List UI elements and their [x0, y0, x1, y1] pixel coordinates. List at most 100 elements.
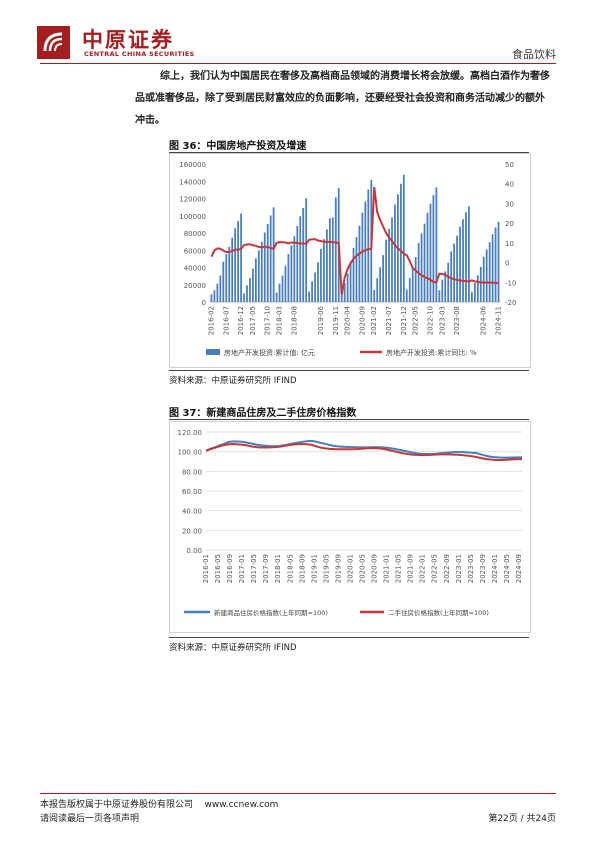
x-tick-label: 2020-01 [346, 554, 354, 583]
footer-website-link[interactable]: www.ccnew.com [204, 800, 279, 810]
y-left-tick-label: 0 [202, 299, 206, 307]
y-left-tick-label: 120000 [179, 196, 206, 204]
bar-investment [376, 278, 379, 302]
y-right-tick-label: 40 [505, 181, 514, 189]
x-tick-label: 2017-10 [264, 306, 272, 335]
x-tick-label: 2018-09 [298, 554, 306, 583]
bar-investment [314, 272, 316, 302]
bar-investment [278, 283, 281, 302]
y-left-tick-label: 20000 [184, 282, 206, 290]
bar-investment [471, 291, 473, 302]
x-tick-label: 2021-02 [370, 306, 378, 335]
x-tick-label: 2019-05 [322, 554, 330, 583]
x-tick-label: 2016-02 [207, 306, 215, 335]
x-tick-label: 2019-06 [317, 305, 325, 335]
bar-investment [284, 265, 287, 302]
bar-investment [334, 197, 337, 302]
y-left-tick-label: 60000 [184, 247, 206, 255]
line-yoy-growth [210, 186, 499, 295]
bar-investment [210, 294, 213, 302]
x-tick-label: 2017-05 [250, 554, 258, 583]
bar-investment [432, 195, 435, 302]
y-left-tick-label: 100000 [179, 213, 206, 221]
bar-investment [231, 237, 234, 302]
bar-investment [497, 221, 500, 302]
bar-investment [411, 268, 414, 302]
x-tick-label: 2022-09 [443, 554, 451, 583]
bar-investment [281, 275, 284, 302]
bar-investment [473, 282, 476, 302]
header-divider [40, 63, 556, 64]
footer-copyright-text: 本报告版权属于中原证券股份有限公司 [40, 800, 194, 810]
bar-investment [435, 187, 438, 302]
bar-investment [249, 278, 251, 302]
bar-investment [287, 254, 290, 302]
figure-36-bottom-rule [169, 370, 529, 371]
bar-investment [465, 212, 467, 302]
x-tick-label: 2024-06 [480, 305, 488, 335]
x-tick-label: 2019-01 [310, 554, 318, 583]
legend-bar-swatch [206, 349, 220, 355]
bar-investment [222, 261, 225, 302]
bar-investment [308, 291, 311, 302]
x-tick-label: 2018-03 [276, 306, 284, 335]
y-tick-label: 20.00 [182, 527, 202, 535]
x-tick-label: 2022-05 [412, 306, 420, 335]
x-tick-label: 2021-12 [400, 306, 408, 335]
bar-investment [429, 203, 432, 302]
x-tick-label: 2021-09 [407, 554, 415, 583]
bar-investment [450, 251, 453, 302]
x-tick-label: 2016-12 [237, 306, 245, 335]
bar-investment [485, 249, 488, 302]
x-tick-label: 2021-07 [385, 306, 393, 335]
bar-investment [391, 217, 393, 302]
bar-investment [311, 281, 313, 302]
line-new-home-price-index [205, 439, 523, 459]
x-tick-label: 2022-05 [431, 554, 439, 583]
bar-investment [441, 279, 444, 302]
x-tick-label: 2017-01 [238, 554, 246, 583]
x-tick-label: 2024-11 [495, 306, 503, 335]
bar-investment [355, 237, 358, 302]
bar-investment [219, 275, 222, 302]
legend-new-home-label: 新建商品住房价格指数(上年同期=100) [214, 608, 328, 617]
bar-investment [388, 228, 390, 302]
bar-investment [444, 271, 447, 302]
x-tick-label: 2016-01 [202, 554, 210, 583]
bar-investment [438, 290, 441, 302]
x-tick-label: 2020-05 [358, 554, 366, 583]
x-tick-label: 2016-05 [214, 554, 222, 583]
bar-investment [394, 204, 396, 302]
bar-investment [328, 218, 331, 302]
y-tick-label: 80.00 [182, 468, 202, 476]
bar-investment [352, 247, 355, 302]
bar-investment [299, 216, 302, 302]
bar-investment [228, 246, 231, 302]
footer-copyright: 本报告版权属于中原证券股份有限公司 www.ccnew.com [40, 797, 278, 810]
bar-investment [491, 234, 494, 302]
bar-investment [408, 278, 411, 302]
bar-investment [379, 267, 382, 302]
bar-investment [296, 226, 299, 302]
bar-investment [263, 232, 266, 302]
x-tick-label: 2022-01 [419, 554, 427, 583]
x-tick-label: 2019-11 [332, 306, 340, 335]
x-tick-label: 2021-05 [395, 554, 403, 583]
bar-investment [317, 262, 319, 302]
x-tick-label: 2018-05 [286, 554, 294, 583]
body-paragraph-line2: 品或准奢侈品，除了受到居民财富效应的负面影响，还要经受社会投资和商务活动减少的额… [135, 93, 545, 104]
bar-investment [225, 254, 228, 302]
x-tick-label: 2023-09 [479, 554, 487, 583]
figure-36-title-rule [169, 152, 529, 153]
footer-divider [40, 793, 556, 794]
figure-36-title: 图 36：中国房地产投资及增速 [169, 141, 307, 152]
bar-investment [488, 242, 491, 302]
figure-37-title: 图 37：新建商品住房及二手住房价格指数 [169, 408, 357, 419]
x-tick-label: 2020-09 [371, 554, 379, 583]
bar-investment [343, 283, 346, 302]
bar-investment [426, 212, 429, 302]
figure-36-chart: 0 20000 40000 60000 80000 100000 120000 140000 1… [169, 153, 531, 368]
x-tick-label: 2016-09 [226, 554, 234, 583]
x-tick-label: 2018-08 [290, 306, 298, 335]
body-paragraph-line1: 综上，我们认为中国居民在奢侈及高档商品领域的消费增长将会放缓。高档白酒作为奢侈 [160, 71, 550, 82]
